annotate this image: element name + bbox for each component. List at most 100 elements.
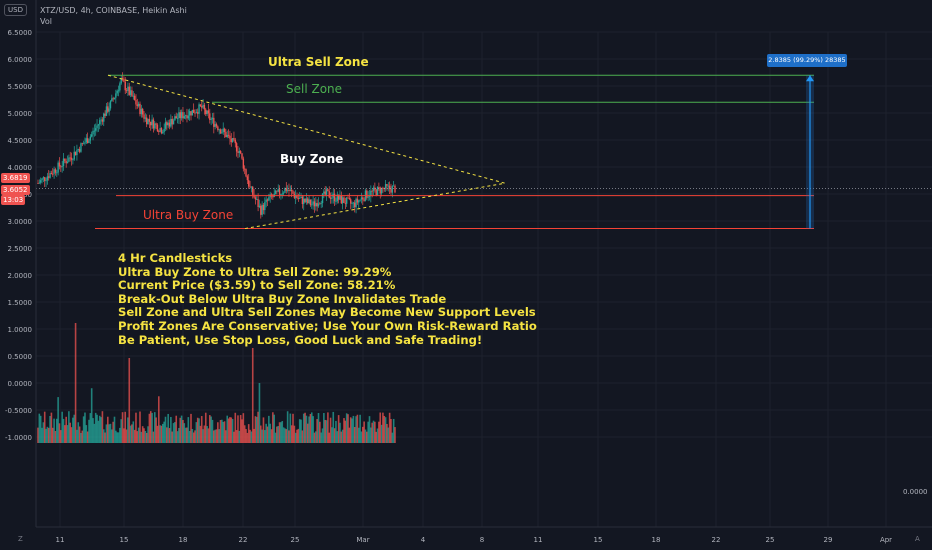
candles	[37, 72, 396, 219]
candle-body	[367, 196, 369, 198]
volume-bar	[331, 427, 333, 443]
x-tick-label: 11	[534, 536, 543, 544]
volume-bar	[249, 429, 251, 443]
ultra-buy-zone-label: Ultra Buy Zone	[143, 208, 234, 222]
volume-bar	[336, 431, 339, 443]
candle-body	[174, 116, 176, 121]
volume-bar	[81, 430, 84, 443]
countdown-tag: 13:03	[1, 195, 26, 205]
candle-body	[300, 196, 302, 199]
volume-bar	[366, 431, 368, 443]
volume-bar	[319, 421, 321, 443]
volume-bar	[204, 412, 207, 443]
candle-body	[62, 158, 65, 166]
volume-bar	[195, 422, 198, 443]
candle-body	[387, 185, 389, 187]
candle-body	[115, 93, 117, 98]
volume-bar	[58, 423, 61, 443]
candle-body	[225, 131, 227, 138]
volume-bar	[47, 427, 50, 443]
candle-body	[341, 197, 344, 204]
volume-bar	[317, 413, 320, 443]
volume-bar	[278, 422, 281, 443]
volume-bar	[351, 418, 353, 443]
x-tick-label: 25	[291, 536, 300, 544]
volume-bar	[281, 421, 284, 443]
candle-body	[186, 115, 188, 119]
volume-bar	[285, 429, 288, 443]
volume-bar	[178, 427, 180, 443]
candle-body	[317, 203, 320, 207]
volume-bar	[337, 415, 340, 443]
volume-bar	[72, 417, 74, 443]
volume-bar	[344, 420, 347, 443]
candle-body	[146, 117, 148, 125]
candle-body	[391, 186, 394, 193]
candle-body	[261, 204, 263, 215]
currency-badge[interactable]: USD	[4, 4, 27, 16]
candle-body	[272, 196, 274, 198]
price-tag-mid: 3.6052	[1, 185, 30, 195]
volume-bar	[176, 431, 179, 443]
candle-body	[285, 188, 287, 191]
y-tick-label: -0.5000	[5, 407, 32, 415]
volume-bar	[270, 429, 273, 443]
candle-body	[160, 128, 163, 134]
volume-bar	[152, 431, 155, 443]
auto-scale-button[interactable]: A	[915, 535, 920, 543]
candle-body	[100, 119, 102, 121]
volume-bar	[234, 412, 237, 443]
volume-bar	[145, 432, 148, 443]
candle-body	[284, 188, 286, 193]
candle-body	[135, 100, 137, 105]
y-tick-label: 6.5000	[8, 29, 33, 37]
volume-bar	[274, 432, 277, 443]
x-tick-label: 11	[56, 536, 65, 544]
volume-bar	[221, 419, 223, 443]
candle-body	[156, 124, 159, 132]
volume-bar	[198, 418, 200, 443]
volume-bar	[94, 412, 97, 443]
volume-bar	[298, 419, 301, 443]
volume-bar	[39, 415, 42, 443]
candle-body	[337, 194, 340, 200]
candle-body	[198, 104, 200, 114]
volume-bar	[180, 415, 183, 443]
candle-body	[57, 162, 59, 173]
volume-bars	[37, 323, 396, 443]
candle-body	[199, 104, 202, 107]
volume-bar	[119, 427, 121, 443]
candle-body	[84, 142, 86, 144]
candle-body	[394, 185, 396, 193]
y-tick-label: 2.0000	[8, 272, 33, 280]
volume-bar	[108, 424, 110, 443]
volume-bar	[347, 414, 349, 443]
x-tick-label: 4	[421, 536, 426, 544]
candle-body	[323, 191, 325, 194]
volume-bar	[368, 416, 371, 443]
volume-bar	[353, 427, 356, 443]
volume-bar	[182, 420, 184, 443]
note-line: 4 Hr Candlesticks	[118, 251, 233, 265]
candle-body	[329, 197, 332, 199]
candle-body	[167, 122, 169, 126]
candle-body	[382, 187, 384, 189]
candle-body	[159, 128, 161, 132]
volume-bar	[74, 323, 77, 443]
candle-body	[178, 112, 180, 119]
symbol-title: XTZ/USD, 4h, COINBASE, Heikin Ashi	[40, 6, 187, 15]
candle-body	[97, 124, 100, 126]
price-axis: 6.50006.00005.50005.00004.50004.00003.50…	[5, 29, 32, 442]
volume-bar	[226, 415, 229, 443]
volume-bar	[159, 425, 161, 443]
volume-bar	[265, 423, 267, 443]
volume-bar	[162, 423, 164, 443]
volume-bar	[188, 430, 191, 443]
volume-bar	[194, 430, 196, 443]
y-tick-label: 2.5000	[8, 245, 33, 253]
volume-bar	[127, 417, 129, 443]
zoom-z-button[interactable]: Z	[18, 535, 23, 543]
volume-bar	[245, 429, 247, 443]
candle-body	[320, 203, 322, 204]
